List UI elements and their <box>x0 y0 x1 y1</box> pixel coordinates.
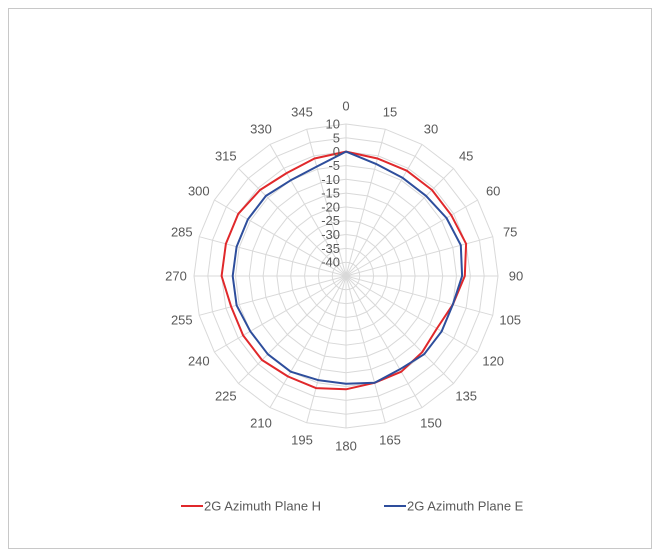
grid-spoke <box>345 144 423 277</box>
grid-spoke <box>345 236 493 277</box>
angle-tick-label: 120 <box>482 354 504 369</box>
angle-tick-label: 345 <box>291 104 313 119</box>
angle-tick-label: 15 <box>383 104 397 119</box>
grid-spoke <box>199 275 347 316</box>
series-line-1 <box>220 150 468 391</box>
angle-tick-label: 240 <box>188 354 210 369</box>
angle-tick-label: 210 <box>250 416 272 431</box>
angle-tick-label: 90 <box>509 269 523 284</box>
angle-tick-label: 150 <box>420 416 442 431</box>
angle-tick-label: 0 <box>342 99 349 114</box>
grid-spoke <box>269 275 347 408</box>
radial-tick-label: 10 <box>326 117 340 132</box>
radial-tick-label: -20 <box>321 199 340 214</box>
grid-spoke <box>345 275 493 316</box>
radar-chart: 0 15 30 45 60 75 90 105 120 135 150 165 180 195 210 225… <box>165 99 524 514</box>
grid-spoke <box>345 168 454 277</box>
angle-tick-label: 285 <box>171 225 193 240</box>
grid-spoke <box>345 275 478 353</box>
grid-spoke <box>345 275 386 423</box>
radial-tick-label: -10 <box>321 172 340 187</box>
angle-tick-label: 270 <box>165 269 187 284</box>
grid-spoke <box>269 144 347 277</box>
angle-tick-label: 300 <box>188 184 210 199</box>
grid-spoke <box>199 236 347 277</box>
angle-labels: 0 15 30 45 60 75 90 105 120 135 150 165 180 195 210 225… <box>165 99 523 454</box>
angle-tick-label: 105 <box>499 313 521 328</box>
radial-tick-label: 0 <box>333 144 340 159</box>
radial-tick-label: -30 <box>321 227 340 242</box>
angle-tick-label: 75 <box>503 225 517 240</box>
grid-spoke <box>238 168 347 277</box>
radial-tick-label: -15 <box>321 186 340 201</box>
angle-tick-label: 225 <box>215 389 237 404</box>
grid-spoke <box>306 275 347 423</box>
grid-spokes <box>194 124 498 428</box>
legend-label-2: 2G Azimuth Plane E <box>407 499 524 514</box>
radial-tick-label: 5 <box>333 130 340 145</box>
grid-spoke <box>214 275 347 353</box>
radial-tick-label: -35 <box>321 241 340 256</box>
angle-tick-label: 60 <box>486 184 500 199</box>
grid-spoke <box>238 275 347 384</box>
grid-spoke <box>345 275 454 384</box>
angle-tick-label: 30 <box>424 121 438 136</box>
angle-tick-label: 45 <box>459 148 473 163</box>
grid-spoke <box>345 275 423 408</box>
angle-tick-label: 315 <box>215 148 237 163</box>
angle-tick-label: 195 <box>291 433 313 448</box>
legend-label-1: 2G Azimuth Plane H <box>204 499 321 514</box>
grid-spoke <box>306 129 347 277</box>
series-layer <box>220 150 468 391</box>
radial-tick-label: -40 <box>321 255 340 270</box>
chart-frame: 0 15 30 45 60 75 90 105 120 135 150 165 180 195 210 225… <box>8 8 652 549</box>
angle-tick-label: 165 <box>379 433 401 448</box>
angle-tick-label: 255 <box>171 313 193 328</box>
angle-tick-label: 180 <box>335 439 357 454</box>
grid-spoke <box>345 129 386 277</box>
grid-spoke <box>214 199 347 277</box>
radial-tick-label: -5 <box>328 158 340 173</box>
legend: 2G Azimuth Plane H 2G Azimuth Plane E <box>181 499 524 514</box>
angle-tick-label: 135 <box>455 389 477 404</box>
angle-tick-label: 330 <box>250 121 272 136</box>
series-line-2 <box>231 150 464 385</box>
radial-tick-label: -25 <box>321 213 340 228</box>
grid-spoke <box>345 199 478 277</box>
